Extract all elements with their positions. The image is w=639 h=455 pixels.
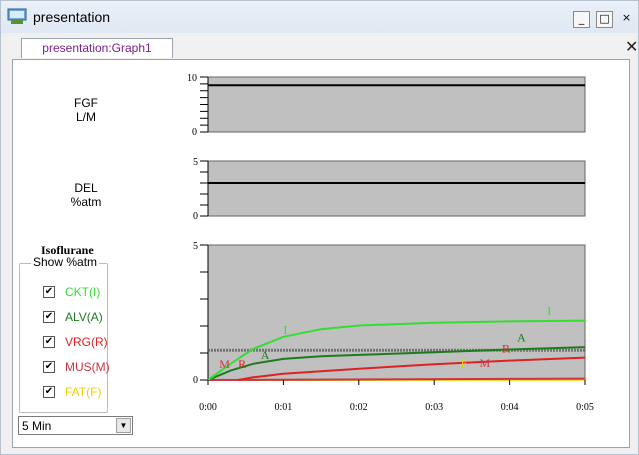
del-y-min-label: 0 <box>193 211 198 222</box>
checkbox-vrg[interactable]: ✔ <box>43 336 55 348</box>
curve-label-R: R <box>238 357 246 371</box>
presentation-app-icon <box>7 8 27 24</box>
checkbox-alv[interactable]: ✔ <box>43 311 55 323</box>
isoflurane-plot-area <box>207 244 586 381</box>
del-y-max-label: 5 <box>193 157 198 168</box>
fgf-label-unit: L/M <box>75 110 96 124</box>
checkbox-fat[interactable]: ✔ <box>43 386 55 398</box>
checkbox-label-vrg: VRG(R) <box>65 335 108 349</box>
tab-close-icon[interactable]: ✕ <box>625 37 639 56</box>
x-tick-label: 0:01 <box>275 402 293 413</box>
isoflurane-y-ticks <box>200 244 208 381</box>
checkbox-label-fat: FAT(F) <box>65 385 102 399</box>
isoflurane-x-ticks: 0:00 0:01 0:02 0:03 0:04 0:05 <box>199 380 594 413</box>
del-label-unit: %atm <box>70 195 102 209</box>
series-line-M <box>207 377 586 381</box>
series-line-I <box>207 319 586 381</box>
curve-label-R: R <box>502 341 510 355</box>
fgf-y-max-label: 10 <box>187 73 197 84</box>
x-tick-label: 0:04 <box>501 402 519 413</box>
curve-label-I: I <box>547 304 551 318</box>
isoflurane-y-max-label: 5 <box>193 241 198 252</box>
minimize-button[interactable]: _ <box>573 11 590 28</box>
fgf-label-name: FGF <box>74 96 98 110</box>
curve-label-M: M <box>219 357 230 371</box>
curve-label-A: A <box>517 331 526 345</box>
curve-label-M: M <box>479 356 490 370</box>
curve-label-I: I <box>283 323 287 337</box>
checkbox-label-mus: MUS(M) <box>65 360 110 374</box>
del-label-name: DEL <box>74 181 98 195</box>
title-bar[interactable]: presentation _ □ × <box>1 1 638 33</box>
fgf-y-ticks <box>200 76 208 133</box>
document-tab-strip: presentation:Graph1 ✕ <box>5 35 639 59</box>
time-range-dropdown[interactable]: 5 Min ▼ <box>18 416 133 435</box>
checkbox-label-ckt: CKT(I) <box>65 285 101 299</box>
checkbox-label-alv: ALV(A) <box>65 310 103 324</box>
time-range-value: 5 Min <box>22 419 52 433</box>
isoflurane-title: Isoflurane <box>41 243 94 257</box>
chevron-down-icon[interactable]: ▼ <box>116 418 131 433</box>
close-button[interactable]: × <box>621 11 632 24</box>
show-atm-label: Show %atm <box>31 255 100 269</box>
x-tick-label: 0:05 <box>576 402 594 413</box>
tab-graph1[interactable]: presentation:Graph1 <box>21 38 173 58</box>
fgf-y-min-label: 0 <box>192 127 197 138</box>
del-y-ticks <box>200 160 208 217</box>
checkbox-mus[interactable]: ✔ <box>43 361 55 373</box>
curve-label-A: A <box>261 348 270 362</box>
maximize-button[interactable]: □ <box>596 11 613 28</box>
del-plot: 5 0 <box>193 157 586 222</box>
fgf-label: FGF L/M <box>46 96 126 124</box>
series-line-R <box>238 356 586 381</box>
isoflurane-series <box>207 319 586 381</box>
del-label: DEL %atm <box>46 181 126 209</box>
curve-label-F: F <box>461 356 468 370</box>
checkbox-ckt[interactable]: ✔ <box>43 286 55 298</box>
window-title: presentation <box>33 9 111 25</box>
x-tick-label: 0:00 <box>199 402 217 413</box>
x-tick-label: 0:03 <box>425 402 443 413</box>
series-line-A <box>207 346 586 381</box>
isoflurane-y-min-label: 0 <box>193 375 198 386</box>
fgf-plot: 10 0 <box>187 73 586 138</box>
x-tick-label: 0:02 <box>350 402 368 413</box>
del-plot-area <box>207 160 586 217</box>
